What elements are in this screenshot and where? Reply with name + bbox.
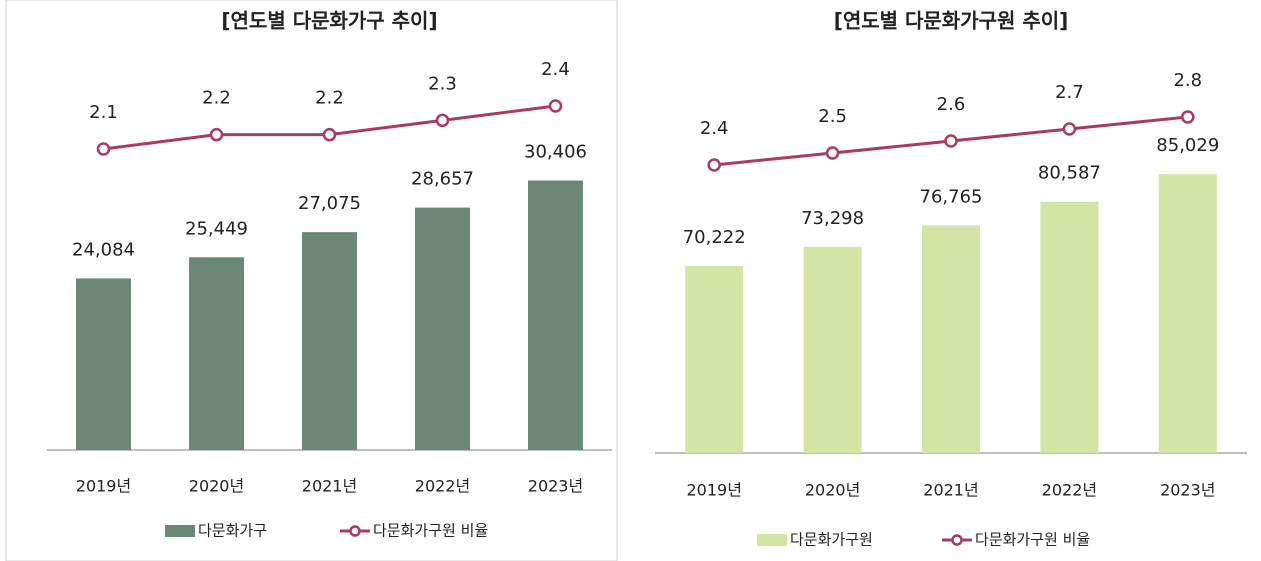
bar <box>76 278 131 450</box>
bar <box>415 207 470 450</box>
x-tick-label: 2019년 <box>686 481 741 500</box>
legend-swatch <box>757 534 787 546</box>
bar <box>685 265 744 453</box>
bar-value-label: 27,075 <box>298 193 361 214</box>
bar <box>1040 201 1099 453</box>
line-marker <box>944 134 958 148</box>
line-value-label: 2.2 <box>315 88 344 109</box>
bar <box>528 180 583 450</box>
bar-value-label: 30,406 <box>524 142 587 163</box>
line-value-label: 2.5 <box>818 106 847 127</box>
chart-title: [연도별 다문화가구원 추이] <box>834 9 1069 33</box>
line-marker <box>548 99 563 113</box>
bar-value-label: 73,298 <box>801 208 864 229</box>
line-value-label: 2.1 <box>89 102 118 123</box>
panel-border <box>5 0 618 561</box>
x-tick-label: 2023년 <box>1160 481 1215 500</box>
legend-swatch <box>165 525 195 537</box>
legend-label: 다문화가구원 비율 <box>373 522 488 540</box>
line-marker <box>96 142 111 156</box>
line-marker <box>707 158 721 172</box>
line-value-label: 2.2 <box>202 88 231 109</box>
x-tick-label: 2022년 <box>415 477 470 496</box>
bar-value-label: 80,587 <box>1038 163 1101 184</box>
panel-border <box>654 0 1256 561</box>
x-tick-label: 2020년 <box>189 477 244 496</box>
bar <box>302 232 357 450</box>
legend-label: 다문화가구원 비율 <box>975 531 1090 549</box>
bar-value-label: 25,449 <box>185 218 248 239</box>
line-marker <box>322 127 337 142</box>
line-marker <box>435 113 450 128</box>
line-marker <box>209 127 224 142</box>
bar-value-label: 85,029 <box>1156 135 1219 156</box>
line-value-label: 2.3 <box>428 73 457 94</box>
line-marker <box>825 146 840 160</box>
chart-title: [연도별 다문화가구 추이] <box>221 9 437 33</box>
x-tick-label: 2021년 <box>302 477 357 496</box>
legend-swatch <box>951 534 963 546</box>
line-marker <box>1062 122 1077 136</box>
bar <box>1158 174 1217 453</box>
line-value-label: 2.8 <box>1173 70 1202 91</box>
line-value-label: 2.7 <box>1055 82 1084 103</box>
bar <box>189 257 244 450</box>
x-tick-label: 2023년 <box>528 477 583 496</box>
line-value-label: 2.4 <box>700 118 729 139</box>
x-tick-label: 2021년 <box>923 481 978 500</box>
bar-value-label: 76,765 <box>920 186 983 207</box>
bar-value-label: 28,657 <box>411 169 474 190</box>
bar <box>922 225 980 453</box>
line-value-label: 2.6 <box>937 94 966 115</box>
legend-label: 다문화가구 <box>198 522 267 540</box>
bar-value-label: 70,222 <box>683 227 746 248</box>
line-marker <box>1181 110 1195 124</box>
legend-swatch <box>349 525 361 537</box>
x-tick-label: 2019년 <box>76 477 131 496</box>
line <box>103 104 556 151</box>
x-tick-label: 2020년 <box>805 481 860 500</box>
bar <box>803 246 862 453</box>
bar-value-label: 24,084 <box>72 239 135 260</box>
line-value-label: 2.4 <box>541 59 570 80</box>
legend-label: 다문화가구원 <box>790 531 873 549</box>
x-tick-label: 2022년 <box>1042 481 1097 500</box>
